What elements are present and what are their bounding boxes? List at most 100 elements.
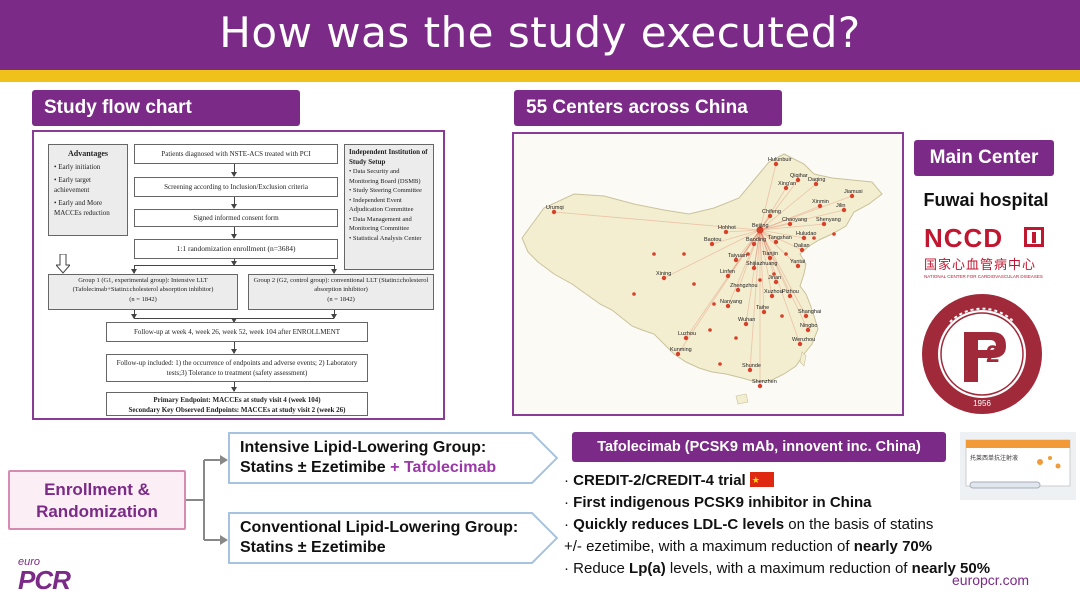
followup-included-box: Follow-up included: 1) the occurrence of… xyxy=(106,354,368,382)
city-label: Yantai xyxy=(790,259,805,265)
independent-item: • Statistical Analysis Center xyxy=(349,234,422,242)
connection-line xyxy=(685,229,761,339)
title-stripe xyxy=(0,70,1080,82)
city-label: Kunming xyxy=(670,347,692,353)
group2-box: Group 2 (G2, control group): conventiona… xyxy=(248,274,434,310)
svg-text:2: 2 xyxy=(986,341,999,368)
patients-box: Patients diagnosed with NSTE-ACS treated… xyxy=(134,144,338,164)
city-dot xyxy=(751,241,757,247)
intensive-group-box: Intensive Lipid-Lowering Group: Statins … xyxy=(228,432,558,484)
city-dot xyxy=(747,367,753,373)
secondary-endpoint: Secondary Key Observed Endpoints: MACCEs… xyxy=(128,406,346,414)
city-dot xyxy=(767,255,773,261)
screening-box: Screening according to Inclusion/Exclusi… xyxy=(134,177,338,197)
intensive-group-text: Intensive Lipid-Lowering Group: Statins … xyxy=(240,438,496,478)
city-dot xyxy=(746,252,750,256)
europcr-website: europcr.com xyxy=(952,572,1030,588)
connection-line xyxy=(663,229,761,279)
city-label: Nanyang xyxy=(720,299,742,305)
group2-n: (n = 1842) xyxy=(327,296,355,303)
city-dot xyxy=(803,313,809,319)
connection-line xyxy=(553,211,761,231)
connection-line xyxy=(759,229,791,297)
conventional-drugs: Statins ± Ezetimibe xyxy=(240,539,386,556)
city-label: Shijiazhuang xyxy=(746,261,778,267)
connection-line xyxy=(759,229,765,313)
city-label: Huludao xyxy=(796,231,817,237)
bullet-ldl: · Quickly reduces LDL-C levels on the ba… xyxy=(564,516,934,533)
group1-box: Group 1 (G1, experimental group): Intens… xyxy=(48,274,238,310)
slide-title: How was the study executed? xyxy=(0,0,1080,74)
consent-box: Signed informed consent form xyxy=(134,209,338,227)
city-dot xyxy=(795,263,801,269)
city-dot xyxy=(787,221,793,227)
europcr-logo: euro PCR xyxy=(18,557,71,594)
flow-arrow xyxy=(331,265,337,274)
city-label: Linfen xyxy=(720,269,735,275)
city-dot xyxy=(661,275,667,281)
fuwai-seal-logo: 2 1956 xyxy=(922,294,1042,414)
city-dot xyxy=(813,181,819,187)
city-label: Taihe xyxy=(756,305,769,311)
connection-line xyxy=(753,229,761,269)
city-dot xyxy=(743,321,749,327)
connection-line xyxy=(759,163,777,231)
city-dot xyxy=(757,383,763,389)
city-dot xyxy=(832,232,836,236)
randomization-box: 1:1 randomization enrollment (n=3684) xyxy=(134,239,338,259)
flow-chart-panel: Advantages • Early initiation • Early ta… xyxy=(32,130,445,420)
city-dot xyxy=(682,252,686,256)
group1-text: Group 1 (G1, experimental group): Intens… xyxy=(72,277,214,293)
connection-line xyxy=(735,229,761,261)
branch-arrows xyxy=(186,455,228,545)
intensive-drugs: Statins ± Ezetimibe xyxy=(240,459,386,476)
connection-line xyxy=(759,229,771,259)
city-dot xyxy=(734,336,738,340)
city-dot xyxy=(784,252,788,256)
connection-line xyxy=(759,183,817,231)
advantage-item: • Early initiation xyxy=(54,163,101,171)
connection-line xyxy=(737,229,761,291)
independent-institution-box: Independent Institution of Study Setup •… xyxy=(344,144,434,270)
city-label: Jinan xyxy=(768,275,781,281)
nccd-text: NCCD xyxy=(924,223,1004,253)
bullet-lpa: · Reduce Lp(a) levels, with a maximum re… xyxy=(564,560,991,577)
china-outline xyxy=(521,153,883,383)
city-label: Taiyuan xyxy=(728,253,747,259)
connection-line xyxy=(677,229,761,355)
city-dot xyxy=(751,265,757,271)
group2-text: Group 2 (G2, control group): conventiona… xyxy=(253,277,429,293)
city-label: Baotou xyxy=(704,237,721,243)
city-dot xyxy=(797,341,803,347)
connection-line xyxy=(759,179,799,231)
city-dot xyxy=(692,282,696,286)
connection-line xyxy=(745,229,761,325)
city-dots xyxy=(551,161,855,389)
svg-text:1956: 1956 xyxy=(973,399,991,408)
city-dot xyxy=(773,239,779,245)
city-dot xyxy=(723,229,729,235)
connection-lines xyxy=(553,163,853,386)
bullet-ezetimibe: +/- ezetimibe, with a maximum reduction … xyxy=(564,538,933,555)
flow-line xyxy=(231,259,237,266)
city-dot xyxy=(725,303,731,309)
connection-line xyxy=(727,229,761,277)
connection-line xyxy=(711,229,761,245)
connection-line xyxy=(759,229,773,297)
city-label: Shunde xyxy=(742,363,761,369)
bullet-first: · First indigenous PCSK9 inhibitor in Ch… xyxy=(564,494,872,511)
city-dot xyxy=(733,257,739,263)
nccd-logo: NCCD 国家心血管病中心 NATIONAL CENTER FOR CARDIO… xyxy=(920,224,1060,284)
connection-line xyxy=(725,229,761,233)
independent-item: • Data Security and Monitoring Board (DS… xyxy=(349,168,421,185)
flow-arrow xyxy=(231,197,237,209)
flow-arrow xyxy=(231,342,237,354)
nccd-english: NATIONAL CENTER FOR CARDIOVASCULAR DISEA… xyxy=(924,274,1043,279)
city-label: Beijing xyxy=(752,223,769,229)
connection-line xyxy=(749,229,761,371)
city-label: Xuzhou xyxy=(764,289,783,295)
independent-item: • Study Steering Committee xyxy=(349,187,422,194)
city-label: Zhengzhou xyxy=(730,283,758,289)
city-dot xyxy=(849,193,855,199)
